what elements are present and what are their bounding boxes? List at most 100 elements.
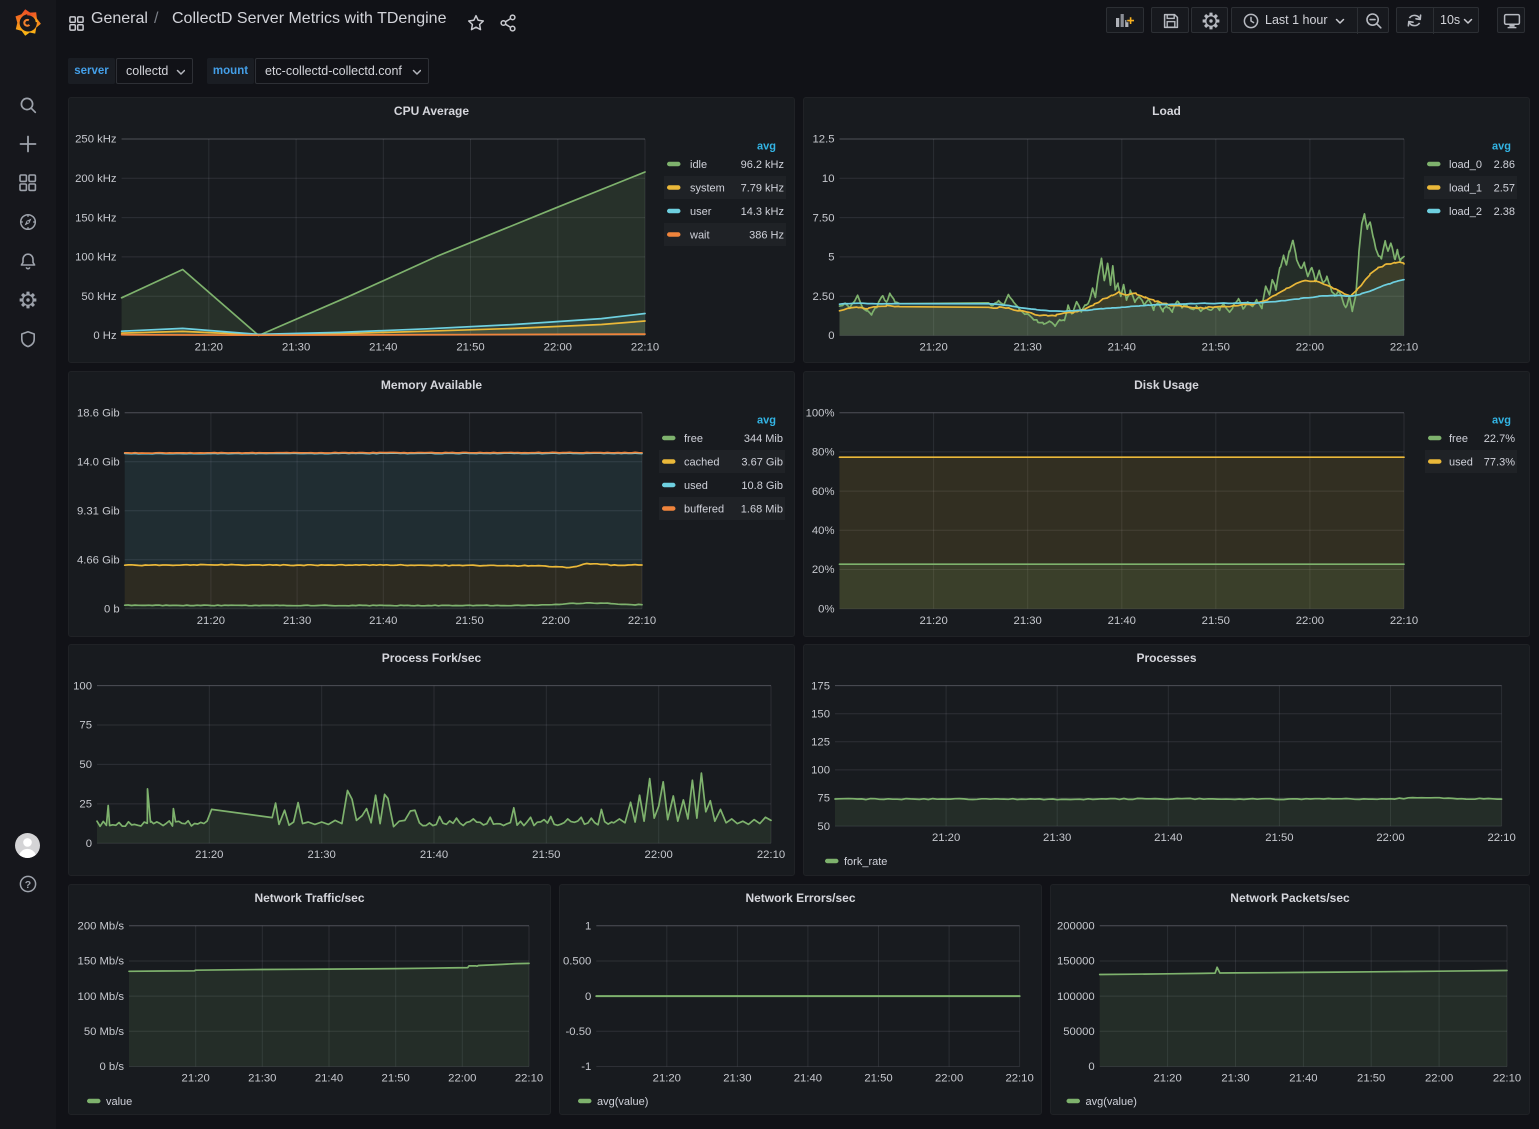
- svg-text:user: user: [690, 206, 712, 218]
- svg-text:21:50: 21:50: [1357, 1073, 1385, 1085]
- svg-text:2.86: 2.86: [1494, 159, 1515, 171]
- svg-text:175: 175: [811, 680, 830, 692]
- svg-text:0: 0: [828, 330, 834, 342]
- svg-text:150 kHz: 150 kHz: [75, 212, 117, 224]
- svg-text:22.7%: 22.7%: [1484, 433, 1515, 445]
- svg-text:21:20: 21:20: [197, 615, 225, 627]
- svg-text:22:10: 22:10: [1487, 832, 1515, 844]
- svg-text:avg: avg: [757, 415, 776, 427]
- svg-text:40%: 40%: [812, 525, 835, 537]
- svg-text:21:50: 21:50: [1265, 832, 1293, 844]
- svg-text:free: free: [1449, 433, 1468, 445]
- svg-text:21:20: 21:20: [195, 342, 223, 354]
- svg-text:50 kHz: 50 kHz: [81, 291, 117, 303]
- svg-text:60%: 60%: [812, 486, 835, 498]
- svg-text:50 Mb/s: 50 Mb/s: [84, 1026, 125, 1038]
- svg-text:21:40: 21:40: [1289, 1073, 1317, 1085]
- svg-text:80%: 80%: [812, 447, 835, 459]
- svg-text:22:00: 22:00: [1425, 1073, 1453, 1085]
- svg-text:100%: 100%: [806, 407, 835, 419]
- svg-text:12.5: 12.5: [813, 134, 835, 146]
- svg-text:0: 0: [585, 991, 591, 1003]
- svg-text:21:40: 21:40: [369, 615, 397, 627]
- svg-text:18.6 Gib: 18.6 Gib: [77, 407, 120, 419]
- svg-text:22:10: 22:10: [1390, 342, 1418, 354]
- svg-text:77.3%: 77.3%: [1484, 456, 1515, 468]
- svg-text:21:20: 21:20: [932, 832, 960, 844]
- svg-text:22:10: 22:10: [628, 615, 656, 627]
- svg-text:100 Mb/s: 100 Mb/s: [78, 991, 125, 1003]
- svg-text:system: system: [690, 182, 725, 194]
- svg-text:0 b/s: 0 b/s: [100, 1061, 125, 1073]
- svg-text:load_1: load_1: [1449, 182, 1482, 194]
- svg-text:9.31 Gib: 9.31 Gib: [77, 505, 120, 517]
- svg-text:22:00: 22:00: [542, 615, 570, 627]
- svg-text:21:50: 21:50: [456, 342, 484, 354]
- svg-text:100000: 100000: [1057, 991, 1095, 1003]
- svg-text:50000: 50000: [1063, 1026, 1094, 1038]
- svg-text:free: free: [684, 433, 703, 445]
- svg-text:avg(value): avg(value): [597, 1096, 648, 1108]
- svg-text:22:00: 22:00: [935, 1073, 963, 1085]
- svg-text:3.67 Gib: 3.67 Gib: [741, 456, 783, 468]
- svg-text:cached: cached: [684, 456, 719, 468]
- svg-text:21:50: 21:50: [1202, 615, 1230, 627]
- svg-text:100 kHz: 100 kHz: [75, 252, 117, 264]
- svg-text:avg: avg: [1492, 141, 1511, 153]
- svg-text:0: 0: [86, 838, 92, 850]
- svg-text:25: 25: [79, 799, 92, 811]
- svg-text:21:40: 21:40: [1108, 342, 1136, 354]
- svg-text:fork_rate: fork_rate: [844, 856, 887, 868]
- svg-text:7.50: 7.50: [813, 212, 835, 224]
- svg-text:22:10: 22:10: [515, 1073, 543, 1085]
- svg-text:21:20: 21:20: [195, 849, 223, 861]
- svg-text:386 Hz: 386 Hz: [749, 229, 784, 241]
- svg-text:idle: idle: [690, 159, 707, 171]
- svg-text:75: 75: [817, 793, 830, 805]
- svg-text:22:00: 22:00: [1376, 832, 1404, 844]
- svg-text:150: 150: [811, 708, 830, 720]
- svg-text:21:50: 21:50: [1202, 342, 1230, 354]
- svg-text:21:50: 21:50: [455, 615, 483, 627]
- svg-text:14.0 Gib: 14.0 Gib: [77, 456, 120, 468]
- svg-text:21:30: 21:30: [282, 342, 310, 354]
- svg-text:22:10: 22:10: [757, 849, 785, 861]
- svg-text:load_0: load_0: [1449, 159, 1482, 171]
- svg-text:21:30: 21:30: [1014, 615, 1042, 627]
- svg-text:22:00: 22:00: [448, 1073, 476, 1085]
- svg-text:200 kHz: 200 kHz: [75, 173, 117, 185]
- svg-text:344 Mib: 344 Mib: [744, 433, 783, 445]
- svg-text:21:40: 21:40: [369, 342, 397, 354]
- svg-text:22:00: 22:00: [544, 342, 572, 354]
- svg-text:150 Mb/s: 150 Mb/s: [78, 956, 125, 968]
- svg-text:-0.50: -0.50: [566, 1026, 592, 1038]
- svg-text:50: 50: [817, 821, 830, 833]
- svg-text:200 Mb/s: 200 Mb/s: [78, 921, 125, 933]
- svg-text:1: 1: [585, 921, 591, 933]
- svg-text:avg: avg: [1492, 415, 1511, 427]
- svg-text:21:20: 21:20: [1153, 1073, 1181, 1085]
- svg-text:avg(value): avg(value): [1086, 1096, 1137, 1108]
- svg-text:22:10: 22:10: [631, 342, 659, 354]
- svg-text:100: 100: [811, 765, 830, 777]
- svg-text:14.3 kHz: 14.3 kHz: [741, 206, 784, 218]
- svg-text:75: 75: [79, 720, 92, 732]
- svg-text:2.50: 2.50: [813, 291, 835, 303]
- svg-text:2.57: 2.57: [1494, 182, 1515, 194]
- svg-text:buffered: buffered: [684, 503, 724, 515]
- svg-text:21:30: 21:30: [1043, 832, 1071, 844]
- svg-text:22:10: 22:10: [1493, 1073, 1521, 1085]
- svg-text:2.38: 2.38: [1494, 206, 1515, 218]
- svg-text:21:30: 21:30: [1014, 342, 1042, 354]
- svg-text:22:00: 22:00: [645, 849, 673, 861]
- svg-text:21:30: 21:30: [308, 849, 336, 861]
- svg-text:125: 125: [811, 737, 830, 749]
- svg-text:21:20: 21:20: [653, 1073, 681, 1085]
- svg-text:0%: 0%: [818, 603, 834, 615]
- svg-text:50: 50: [79, 759, 92, 771]
- svg-text:used: used: [1449, 456, 1473, 468]
- svg-text:avg: avg: [757, 141, 776, 153]
- svg-text:wait: wait: [689, 229, 710, 241]
- svg-text:0 b: 0 b: [104, 603, 120, 615]
- svg-text:21:40: 21:40: [1108, 615, 1136, 627]
